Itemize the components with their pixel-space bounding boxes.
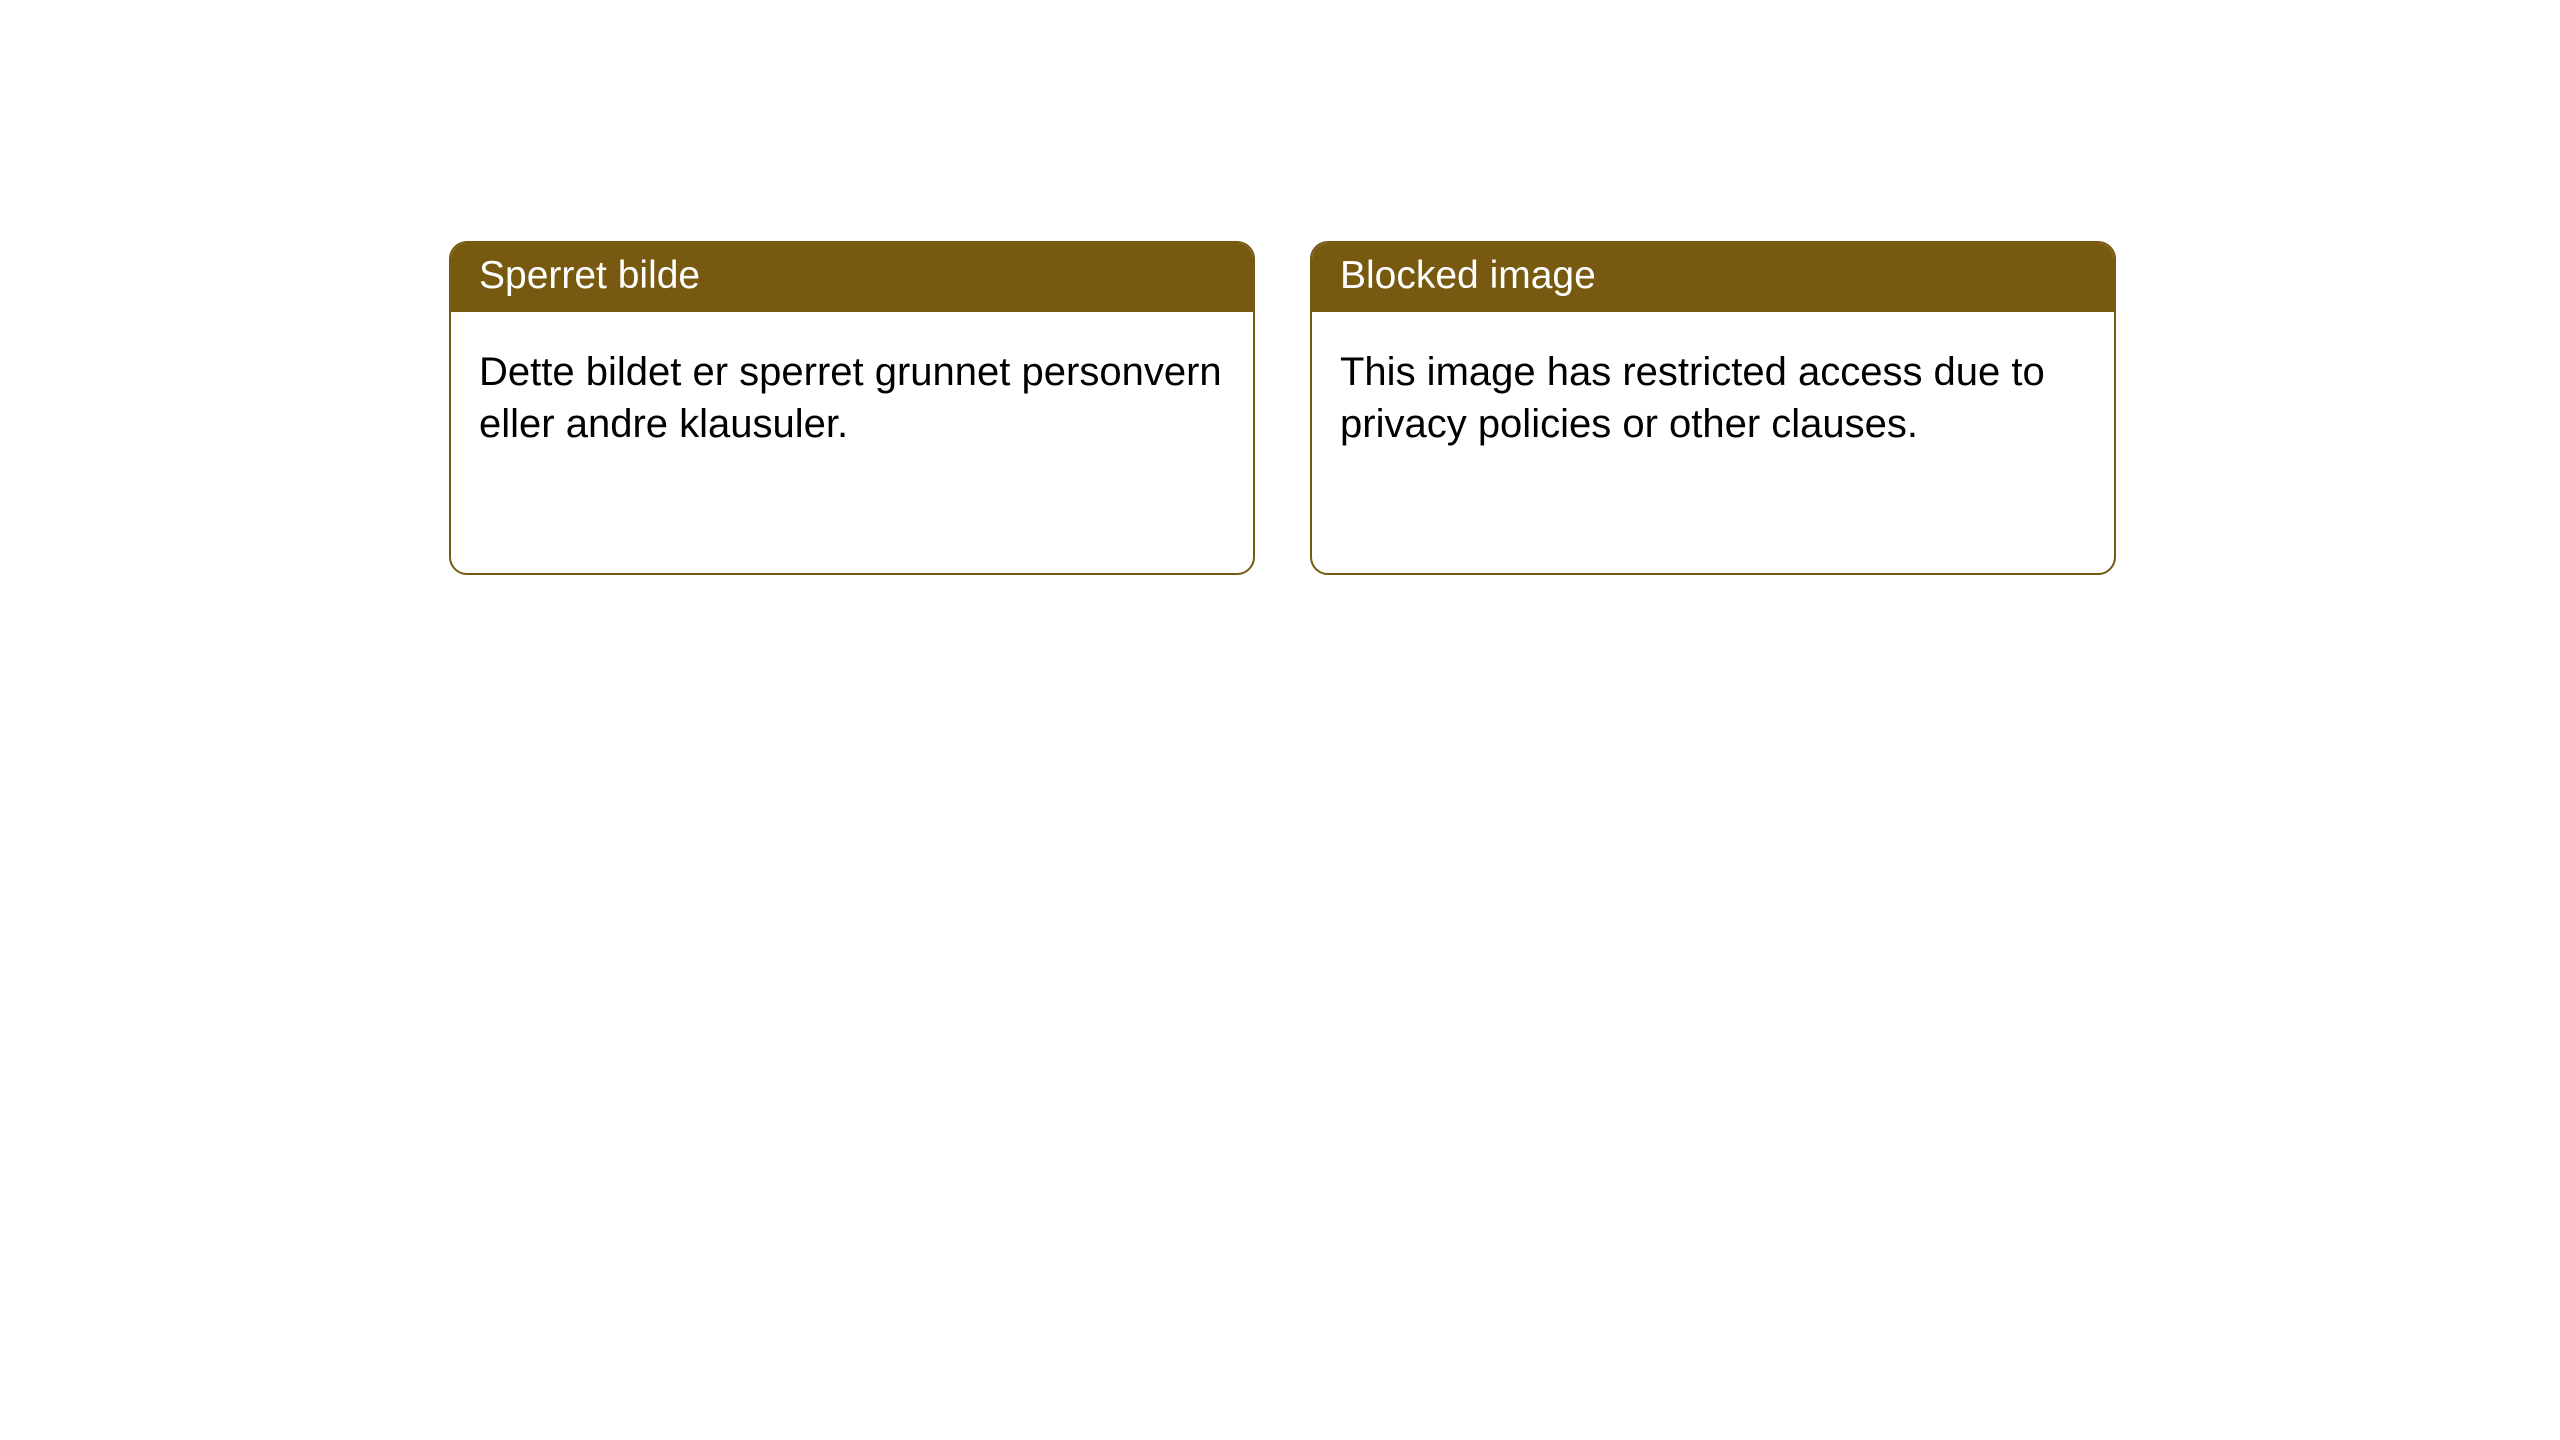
- notice-container: Sperret bilde Dette bildet er sperret gr…: [0, 0, 2560, 575]
- notice-body: Dette bildet er sperret grunnet personve…: [451, 312, 1253, 484]
- notice-header: Sperret bilde: [451, 243, 1253, 312]
- notice-header: Blocked image: [1312, 243, 2114, 312]
- notice-card-english: Blocked image This image has restricted …: [1310, 241, 2116, 575]
- notice-card-norwegian: Sperret bilde Dette bildet er sperret gr…: [449, 241, 1255, 575]
- notice-body: This image has restricted access due to …: [1312, 312, 2114, 484]
